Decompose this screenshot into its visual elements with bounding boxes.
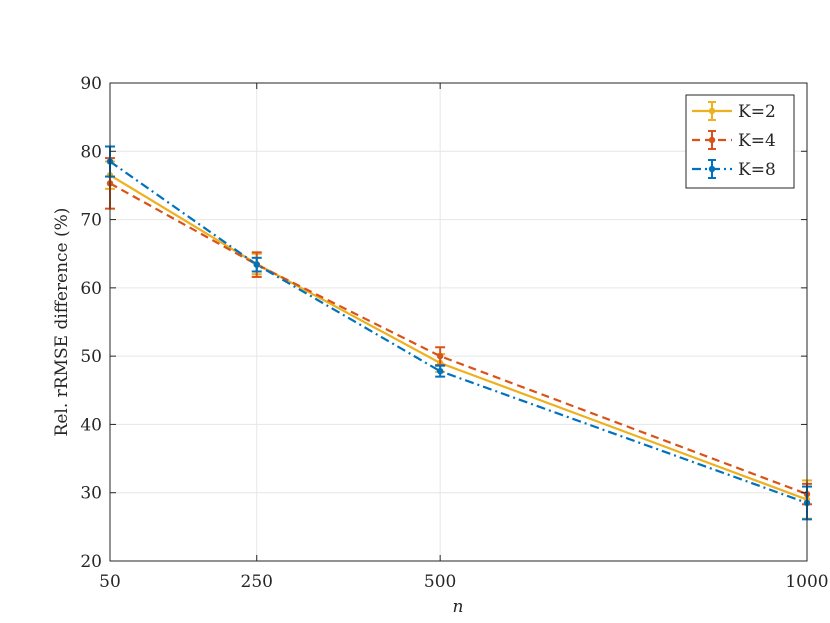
y-axis-label: Rel. rRMSE difference (%) xyxy=(52,208,72,437)
data-point xyxy=(436,352,444,360)
y-tick-label: 40 xyxy=(80,415,102,435)
x-tick-label: 1000 xyxy=(785,572,828,592)
ticks: 50 250 500 1000 20 30 40 50 60 70 80 90 xyxy=(80,74,828,592)
legend-marker xyxy=(708,165,716,173)
x-tick-label: 500 xyxy=(424,572,456,592)
legend-label: K=4 xyxy=(738,131,776,151)
y-tick-label: 20 xyxy=(80,552,102,572)
legend: K=2 K=4 K=8 xyxy=(685,94,795,189)
legend-marker xyxy=(708,107,716,115)
axes-box xyxy=(109,82,808,562)
legend-label: K=8 xyxy=(738,160,776,180)
legend-label: K=2 xyxy=(738,102,776,122)
y-tick-label: 70 xyxy=(80,211,102,231)
series-line xyxy=(109,182,808,496)
legend-marker xyxy=(708,136,716,144)
y-tick-label: 30 xyxy=(80,484,102,504)
series-line xyxy=(109,160,808,504)
y-tick-label: 50 xyxy=(80,347,102,367)
y-tick-label: 60 xyxy=(80,279,102,299)
data-point xyxy=(436,367,444,375)
y-tick-label: 80 xyxy=(80,142,102,162)
series-line xyxy=(109,174,808,501)
data-point xyxy=(253,261,260,268)
x-tick-label: 250 xyxy=(241,572,273,592)
x-axis-label: n xyxy=(453,597,464,617)
y-tick-label: 90 xyxy=(80,74,102,94)
series-K=8 xyxy=(105,145,812,521)
x-tick-label: 50 xyxy=(99,572,121,592)
